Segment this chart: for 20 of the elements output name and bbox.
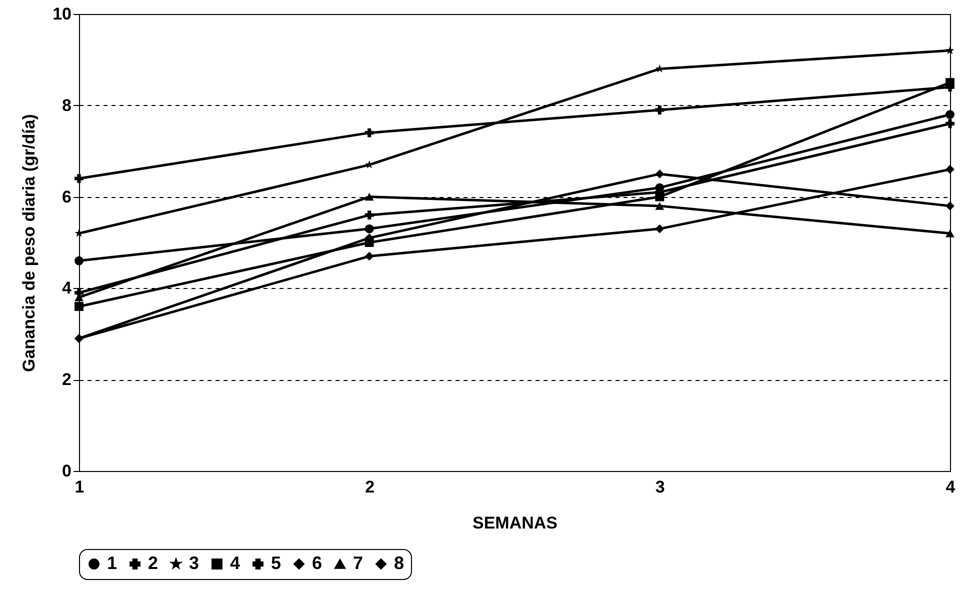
y-tick-label: 6 (62, 187, 72, 206)
x-tick-label: 1 (74, 478, 84, 496)
legend-label: 8 (394, 553, 404, 573)
x-tick-label: 2 (365, 478, 375, 496)
y-tick-label: 4 (62, 278, 72, 298)
legend-label: 7 (353, 553, 364, 573)
x-tick-label: 3 (655, 478, 665, 496)
x-axis-title: SEMANAS (472, 514, 558, 532)
legend-label: 5 (271, 553, 282, 573)
legend-label: 1 (107, 553, 118, 573)
y-tick-label: 0 (62, 462, 72, 480)
y-tick-label: 2 (62, 370, 72, 390)
legend-label: 4 (230, 553, 240, 573)
y-axis-title: Ganancia de peso diaria (gr/día) (20, 114, 39, 372)
legend-label: 2 (148, 553, 158, 573)
x-tick-label: 4 (946, 478, 956, 496)
y-tick-label: 8 (62, 96, 72, 115)
legend-label: 3 (189, 553, 200, 573)
y-tick-label: 10 (52, 4, 72, 24)
legend-label: 6 (312, 553, 322, 573)
